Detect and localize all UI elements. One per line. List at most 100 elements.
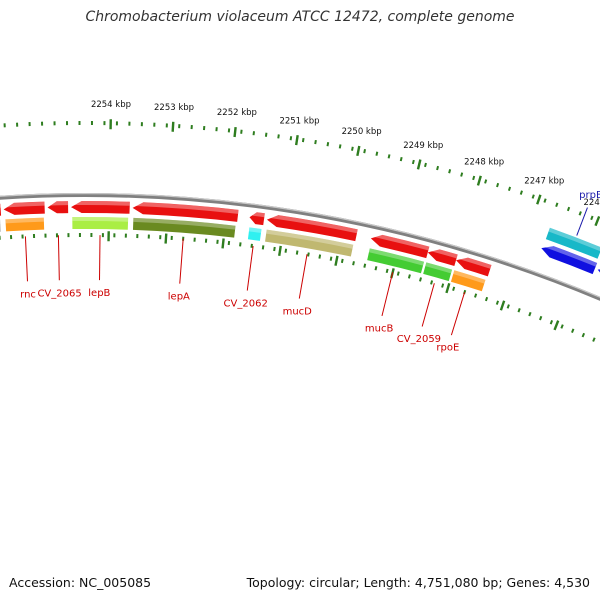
gene-arrow-rnc[interactable] [3,201,45,215]
scale-minor-tick [590,215,594,221]
inner-major-tick [445,282,451,294]
cds-bar-shine [266,229,354,249]
gene-label-mucD[interactable]: mucD [283,306,313,317]
scale-major-tick [294,134,299,146]
scale-minor-tick [460,172,464,177]
cds-bar-CV_2059 [423,262,453,282]
inner-minor-tick [560,324,564,329]
gene-arrow-prpB[interactable] [541,246,598,275]
scale-tick-label: 2248 kbp [464,157,504,167]
gene-label-CV_2065[interactable]: CV_2065 [37,288,81,299]
inner-minor-tick [592,337,596,342]
scale-minor-tick [314,139,317,145]
inner-minor-tick [340,258,344,264]
gene-arrow-shine [270,214,358,234]
inner-minor-tick [430,280,434,285]
label-leader-line [450,291,466,336]
inner-minor-tick [581,332,586,338]
scale-minor-tick [301,137,305,143]
gene-arrow-lepB[interactable] [71,201,130,214]
inner-minor-tick [273,246,276,252]
scale-tick-label: 2254 kbp [91,100,131,110]
inner-major-tick [221,238,225,249]
cds-bar-prpB [545,227,600,259]
cds-bar-era [0,219,1,232]
scale-minor-tick [436,165,440,171]
cds-bar-shine [5,217,44,224]
gene-arrow-shine [431,247,458,259]
gene-label-prpB[interactable]: prpB [579,190,600,201]
label-leader-line [246,245,254,291]
gene-arrow-CV_2065[interactable] [47,201,69,214]
scale-major-tick [476,175,482,186]
gene-label-rnc[interactable]: rnc [20,289,36,300]
label-leader-line [381,272,394,317]
scale-major-tick [171,121,175,132]
gene-arrow-shine [50,201,69,206]
genome-summary-text: Topology: circular; Length: 4,751,080 bp… [246,575,590,590]
scale-minor-tick [566,206,571,212]
scale-tick-label: 2249 kbp [403,141,443,151]
gene-arrow-mucD[interactable] [266,215,358,242]
label-leader-line [24,236,28,282]
gene-label-lepA[interactable]: lepA [168,292,190,303]
map-title: Chromobacterium violaceum ATCC 12472, co… [85,9,515,25]
gene-label-CV_2059[interactable]: CV_2059 [397,334,441,345]
scale-minor-tick [264,132,268,137]
inner-minor-tick [307,252,310,257]
gene-arrow-shine [459,255,492,269]
inner-minor-tick [441,283,445,288]
label-leader-line [57,235,60,281]
scale-tick-label: 2253 kbp [154,103,194,113]
inner-minor-tick [352,261,355,266]
gene-arrow-era[interactable] [0,203,2,220]
cds-bar-lepB [72,216,129,230]
inner-minor-tick [295,250,299,255]
label-leader-line [99,235,101,281]
cds-bar-mucD [265,229,354,257]
scale-major-tick [536,194,542,205]
scale-minor-tick [484,179,488,184]
gene-arrow-shine [135,201,239,214]
cds-bar-CV_2062 [247,227,262,241]
cds-bar-rnc [5,217,45,232]
gene-arrow-lepA[interactable] [132,202,239,222]
scale-minor-tick [519,190,523,195]
scale-minor-tick [289,136,293,141]
gene-label-rpoE[interactable]: rpoE [436,343,459,354]
inner-minor-tick [329,256,333,261]
scale-major-tick [233,126,237,138]
gene-arrow-mucB[interactable] [370,234,430,259]
cds-bar-shine [133,217,236,230]
inner-minor-tick [396,271,400,276]
inner-minor-tick [407,274,411,279]
gene-label-lepB[interactable]: lepB [88,288,110,299]
scale-minor-tick [507,186,512,192]
gene-arrow-shine [6,201,45,208]
gene-arrow-prpC[interactable] [597,268,600,309]
scale-minor-tick [351,146,354,151]
inner-minor-tick [452,286,456,291]
inner-major-tick [278,245,282,256]
inner-major-tick [164,233,168,244]
scale-major-tick [416,159,422,170]
inner-major-tick [334,255,339,266]
scale-minor-tick [399,156,403,162]
scale-minor-tick [496,182,500,188]
inner-minor-tick [250,243,253,248]
scale-minor-tick [531,194,535,199]
scale-tick-label: 2250 kbp [342,127,382,137]
scale-tick-label: 2251 kbp [279,116,319,126]
cds-bar-shine [548,227,600,252]
gene-arrow-rpoE[interactable] [456,257,492,277]
gene-arrow-CV_2059[interactable] [427,249,458,267]
inner-major-tick [499,300,506,311]
cds-bar-shine [368,248,425,266]
gene-arrow-CV_2062[interactable] [249,212,265,226]
label-leader-line [421,283,435,327]
gene-label-CV_2062[interactable]: CV_2062 [224,299,268,310]
inner-minor-tick [419,277,422,282]
scale-minor-tick [543,198,547,203]
gene-label-mucB[interactable]: mucB [365,324,394,335]
